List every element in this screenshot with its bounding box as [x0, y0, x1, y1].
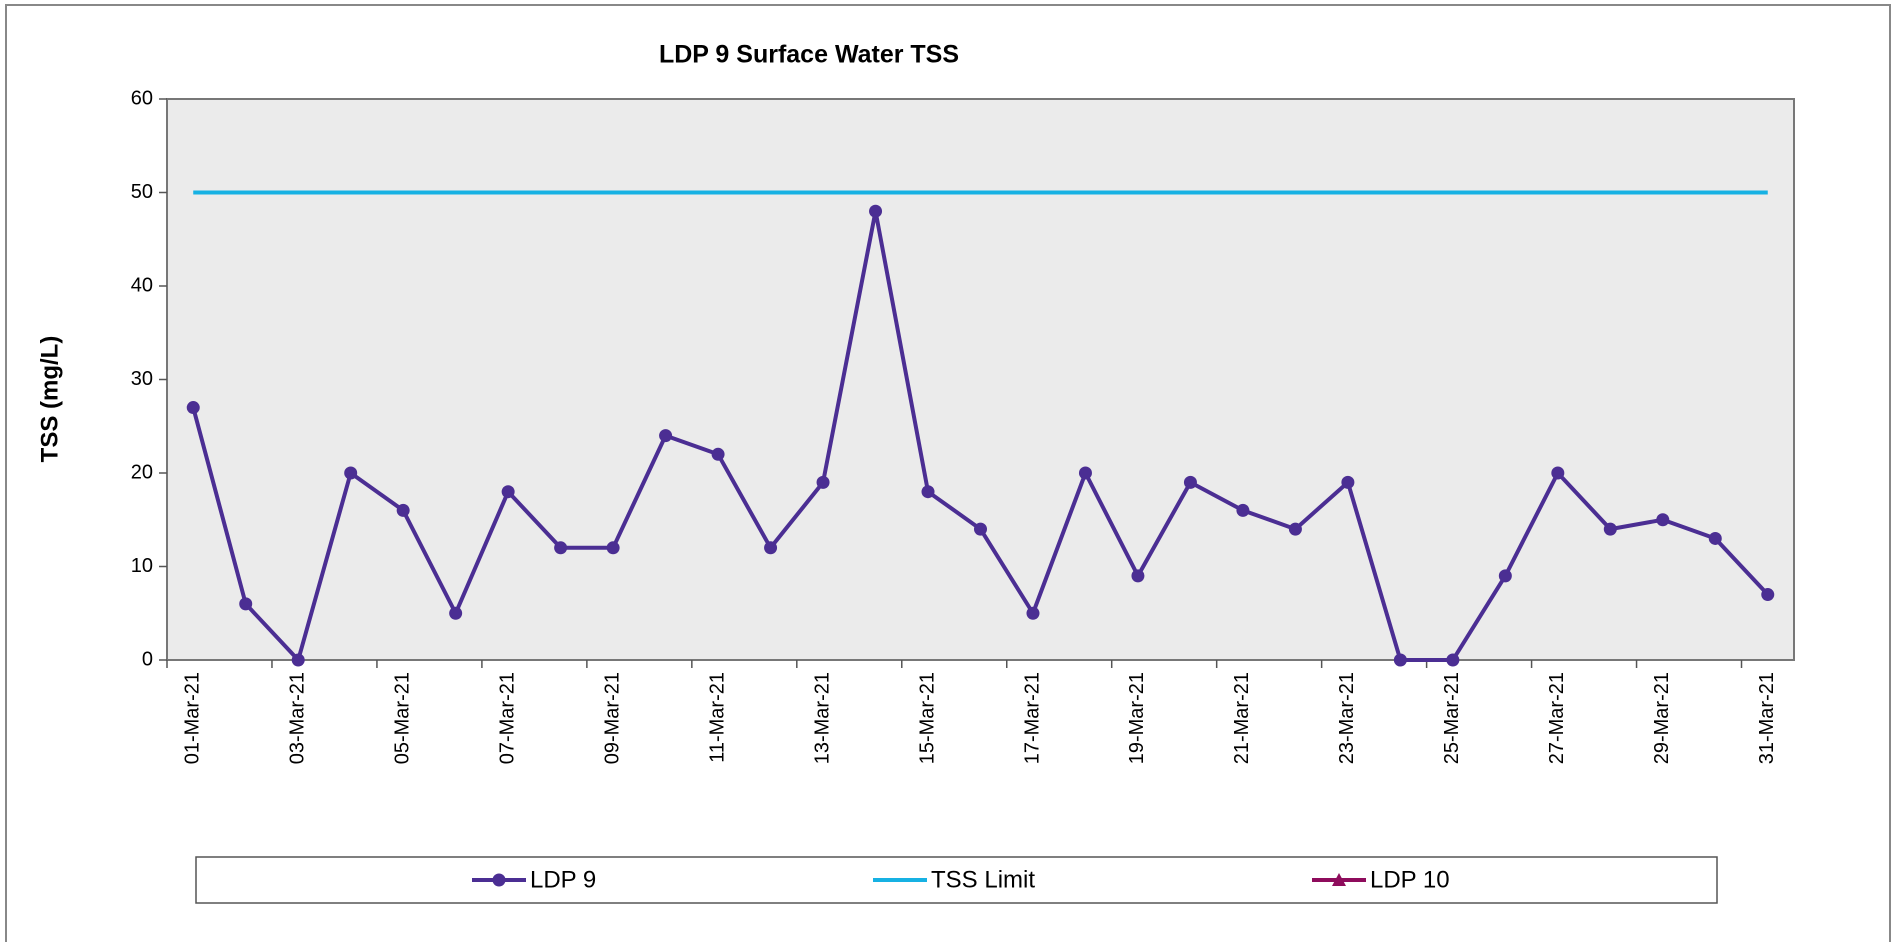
chart-title: LDP 9 Surface Water TSS: [659, 41, 959, 69]
y-tick-label: 0: [142, 648, 153, 670]
data-point: [1656, 513, 1670, 527]
legend: [195, 856, 1718, 904]
legend-label: TSS Limit: [931, 866, 1035, 893]
data-point: [1603, 522, 1617, 536]
x-tick-label: 13-Mar-21: [811, 672, 833, 764]
data-point: [344, 466, 358, 480]
x-tick-label: 15-Mar-21: [916, 672, 938, 764]
data-point: [974, 522, 987, 536]
data-point: [1078, 466, 1092, 480]
x-tick-label: 19-Mar-21: [1126, 672, 1148, 764]
data-point: [1288, 522, 1302, 536]
data-point: [554, 541, 568, 555]
data-point: [764, 541, 778, 555]
data-point: [396, 503, 410, 517]
y-axis-label: TSS (mg/L): [36, 336, 63, 463]
y-tick-label: 20: [131, 461, 153, 483]
x-tick-label: 03-Mar-21: [286, 672, 308, 764]
data-point: [711, 447, 725, 461]
y-tick-label: 10: [131, 555, 153, 577]
legend-marker: [492, 873, 506, 887]
y-tick-label: 50: [131, 181, 153, 203]
y-tick-label: 60: [131, 87, 153, 109]
data-point: [291, 653, 305, 667]
data-point: [186, 401, 200, 415]
data-point: [1026, 606, 1040, 620]
x-tick-label: 21-Mar-21: [1231, 672, 1253, 764]
x-tick-label: 11-Mar-21: [706, 672, 728, 763]
data-point: [1183, 475, 1197, 489]
y-tick-label: 30: [131, 368, 153, 390]
x-tick-label: 05-Mar-21: [391, 672, 413, 764]
data-point: [606, 541, 620, 555]
x-tick-label: 17-Mar-21: [1021, 672, 1043, 764]
y-tick-label: 40: [131, 274, 153, 296]
data-point: [1498, 569, 1512, 583]
data-point: [1708, 531, 1722, 545]
data-point: [1341, 475, 1355, 489]
data-point: [1393, 653, 1407, 667]
x-tick-label: 25-Mar-21: [1441, 672, 1463, 764]
data-point: [659, 429, 673, 443]
x-tick-label: 09-Mar-21: [601, 672, 623, 764]
data-point: [1761, 588, 1775, 602]
x-tick-label: 27-Mar-21: [1546, 672, 1568, 764]
data-point: [1131, 569, 1145, 583]
data-point: [449, 606, 463, 620]
legend-label: LDP 10: [1370, 866, 1450, 893]
data-point: [816, 475, 830, 489]
x-tick-label: 07-Mar-21: [496, 672, 518, 764]
data-point: [1236, 503, 1250, 517]
data-point: [1446, 653, 1460, 667]
data-point: [921, 485, 935, 499]
data-point: [1551, 466, 1565, 480]
data-point: [869, 204, 883, 218]
x-tick-label: 31-Mar-21: [1756, 672, 1778, 764]
data-point: [239, 597, 253, 611]
x-tick-label: 29-Mar-21: [1651, 672, 1673, 764]
legend-marker: [1332, 873, 1346, 886]
x-tick-label: 23-Mar-21: [1336, 672, 1358, 764]
x-tick-label: 01-Mar-21: [182, 672, 204, 764]
data-point: [501, 485, 515, 499]
legend-label: LDP 9: [530, 866, 596, 893]
plot-area: [166, 98, 1795, 661]
